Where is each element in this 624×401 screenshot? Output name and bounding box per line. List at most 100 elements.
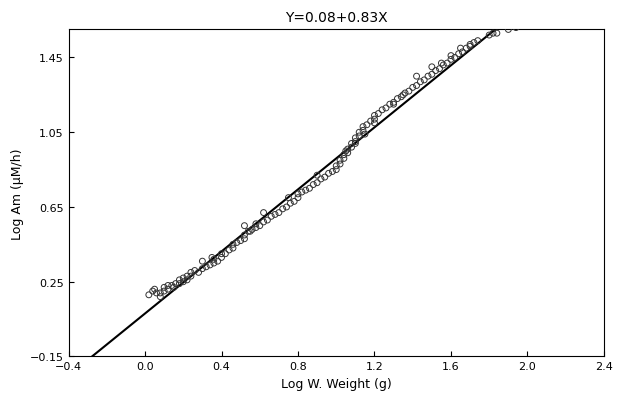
Point <box>369 120 379 127</box>
Point <box>163 283 173 289</box>
Point <box>278 206 288 213</box>
Point <box>186 273 196 279</box>
Point <box>232 240 241 246</box>
Point <box>454 51 464 58</box>
Point <box>155 290 165 296</box>
Point <box>373 111 383 117</box>
Point <box>456 46 466 52</box>
Point <box>504 27 514 34</box>
Point <box>305 186 314 192</box>
Point <box>247 227 257 233</box>
Point <box>251 225 261 231</box>
Point <box>324 171 334 177</box>
Point <box>270 212 280 218</box>
Point <box>293 195 303 201</box>
Point <box>488 31 498 37</box>
Point <box>358 124 368 130</box>
Point <box>207 255 217 261</box>
Point <box>240 223 250 229</box>
Point <box>228 241 238 248</box>
Point <box>350 135 360 142</box>
Point <box>484 33 494 39</box>
Point <box>159 284 169 291</box>
Point <box>308 182 318 188</box>
Point <box>412 74 422 80</box>
Point <box>182 273 192 279</box>
Point <box>366 119 376 125</box>
Point <box>457 50 467 56</box>
Point <box>193 269 203 276</box>
Point <box>175 277 185 284</box>
Point <box>159 288 169 295</box>
Point <box>197 266 207 272</box>
Point <box>213 258 223 265</box>
Point <box>217 251 227 257</box>
Point <box>446 53 456 60</box>
Point <box>312 180 322 186</box>
Point <box>297 189 307 196</box>
Point <box>152 290 162 296</box>
Point <box>346 145 356 151</box>
Point <box>82 359 92 365</box>
Point <box>423 74 433 80</box>
Point <box>389 100 399 106</box>
Point <box>331 167 341 173</box>
Point <box>434 66 444 73</box>
Point <box>236 238 246 244</box>
Point <box>354 134 364 140</box>
Point <box>245 229 255 235</box>
Point <box>168 284 178 291</box>
Point <box>178 275 188 282</box>
Point <box>511 25 521 32</box>
Point <box>301 188 311 194</box>
Point <box>346 141 356 147</box>
Point <box>178 279 188 285</box>
Point <box>331 163 341 170</box>
Point <box>465 42 475 49</box>
Point <box>148 288 158 295</box>
Point <box>266 214 276 220</box>
Point <box>175 281 185 287</box>
Point <box>205 262 215 268</box>
Point <box>155 294 165 300</box>
Point <box>343 146 353 153</box>
Point <box>358 128 368 134</box>
Point <box>427 72 437 78</box>
Point <box>427 65 437 71</box>
Point <box>398 92 408 99</box>
Point <box>182 277 192 284</box>
Point <box>385 102 395 108</box>
Point <box>354 130 364 136</box>
Point <box>396 94 406 101</box>
Point <box>392 96 402 103</box>
Point <box>341 148 351 155</box>
Point <box>209 257 219 263</box>
Point <box>335 158 345 164</box>
X-axis label: Log W. Weight (g): Log W. Weight (g) <box>281 377 392 390</box>
Point <box>201 264 211 270</box>
Point <box>436 61 446 67</box>
Point <box>522 18 532 24</box>
Point <box>285 200 295 207</box>
Point <box>381 105 391 112</box>
Point <box>197 258 207 265</box>
Point <box>362 122 372 129</box>
Point <box>167 283 177 289</box>
Point <box>217 255 227 261</box>
Point <box>339 156 349 162</box>
Point <box>335 161 345 168</box>
Point <box>319 174 329 181</box>
Point <box>243 229 253 235</box>
Point <box>209 260 219 267</box>
Point <box>404 89 414 95</box>
Y-axis label: Log Am (μM/h): Log Am (μM/h) <box>11 148 24 239</box>
Point <box>507 23 517 30</box>
Point <box>526 20 536 26</box>
Point <box>281 204 291 211</box>
Point <box>442 61 452 67</box>
Point <box>293 191 303 198</box>
Point <box>438 63 448 69</box>
Point <box>255 223 265 229</box>
Point <box>312 172 322 179</box>
Point <box>343 150 353 157</box>
